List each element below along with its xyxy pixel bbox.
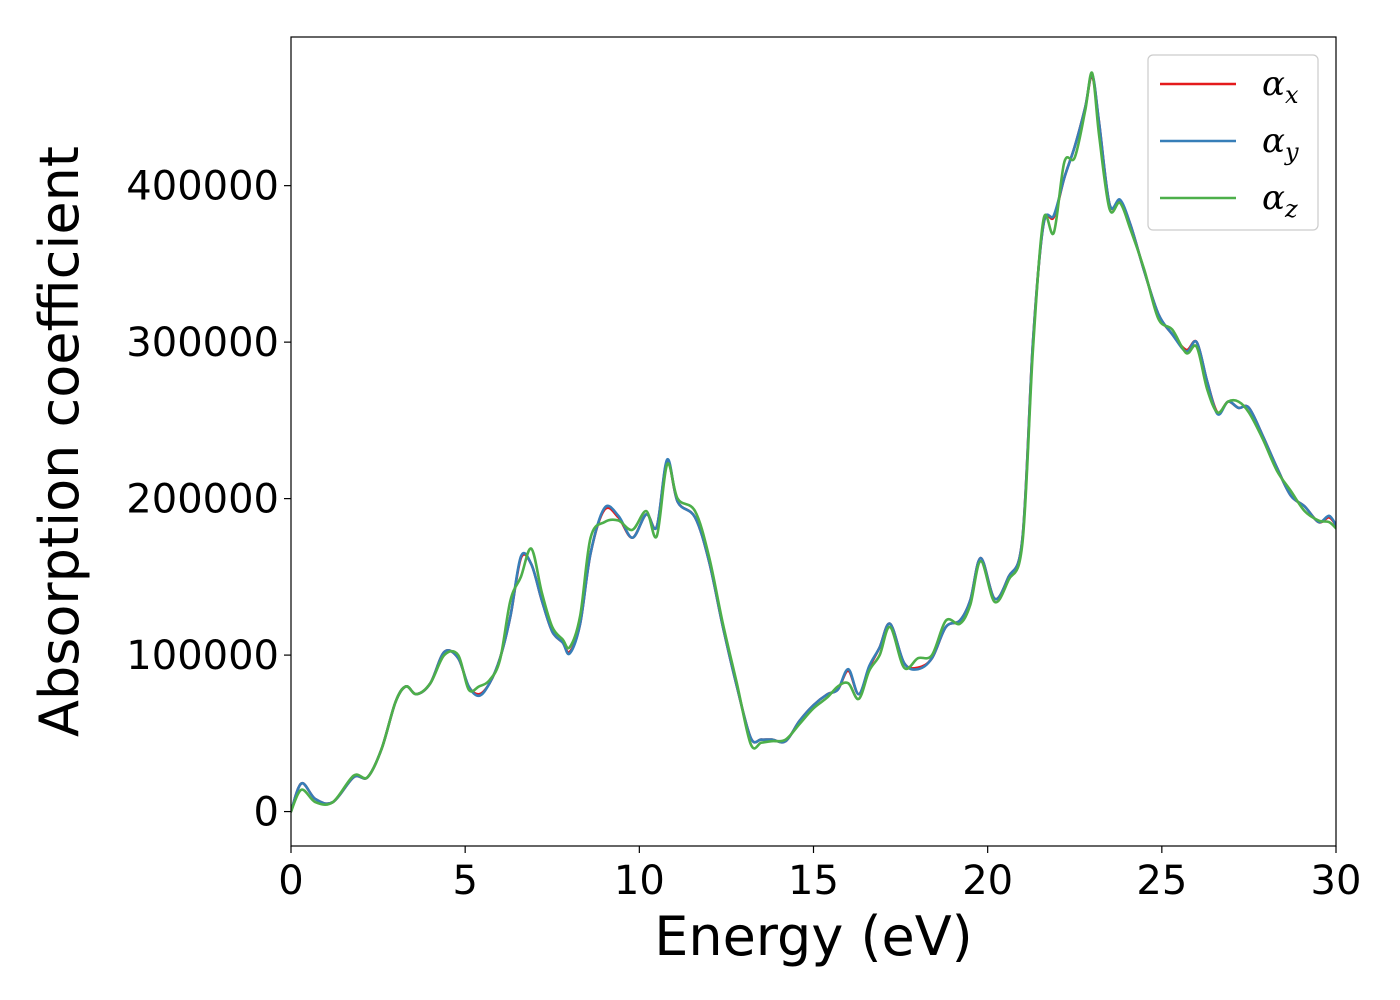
x-tick-label: 15 bbox=[788, 858, 839, 904]
x-tick-label: 10 bbox=[614, 858, 665, 904]
y-tick-label: 300000 bbox=[126, 320, 279, 366]
y-tick-label: 200000 bbox=[126, 477, 279, 523]
series-line-z bbox=[291, 71, 1336, 813]
legend-label-z: αz bbox=[1262, 178, 1298, 223]
x-tick-label: 25 bbox=[1136, 858, 1187, 904]
x-tick-label: 5 bbox=[452, 858, 477, 904]
x-tick-label: 20 bbox=[962, 858, 1013, 904]
legend-label-x: αx bbox=[1262, 64, 1299, 109]
x-axis-ticks: 0 5 10 15 20 25 30 bbox=[278, 846, 1361, 904]
legend-box bbox=[1147, 54, 1319, 231]
y-tick-label: 0 bbox=[254, 790, 279, 836]
y-tick-label: 400000 bbox=[126, 164, 279, 210]
x-tick-label: 0 bbox=[278, 858, 303, 904]
y-tick-label: 100000 bbox=[126, 633, 279, 679]
x-axis-label: Energy (eV) bbox=[654, 905, 973, 968]
legend: αx αy αz bbox=[1147, 54, 1319, 231]
legend-label-y: αy bbox=[1262, 121, 1299, 166]
y-axis-label: Absorption coefficient bbox=[28, 146, 91, 737]
x-tick-label: 30 bbox=[1311, 858, 1362, 904]
series-line-y bbox=[291, 73, 1336, 813]
y-axis-ticks: 0 100000 200000 300000 400000 bbox=[126, 164, 291, 836]
plot-lines bbox=[291, 71, 1336, 813]
